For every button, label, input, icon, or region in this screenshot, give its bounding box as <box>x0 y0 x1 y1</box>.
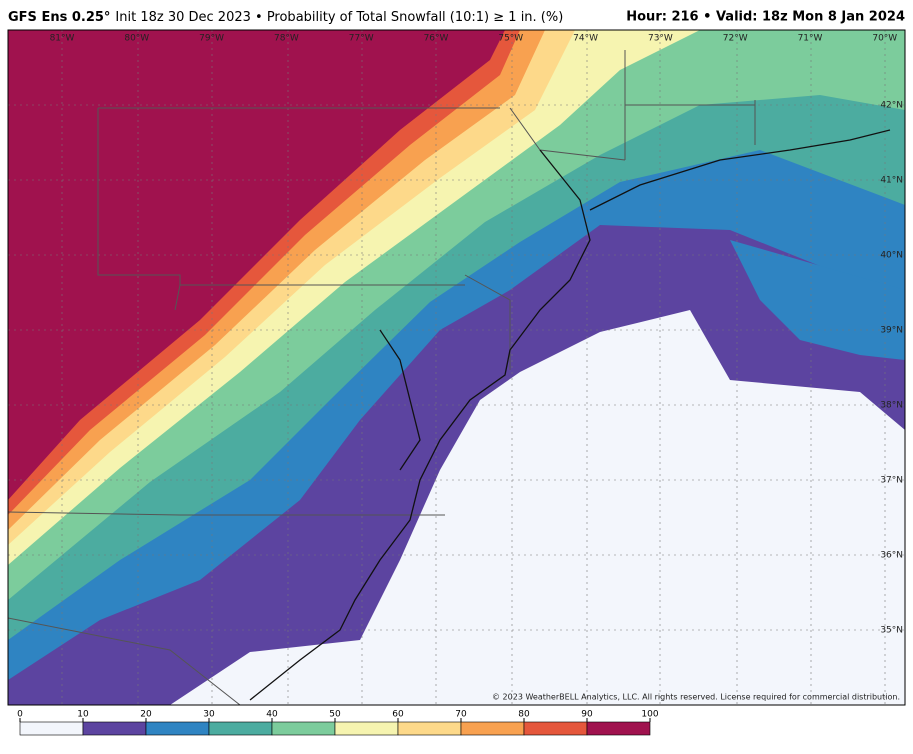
longitude-label: 81°W <box>50 34 75 44</box>
latitude-label: 42°N <box>880 101 903 111</box>
longitude-label: 70°W <box>872 34 897 44</box>
model-name: GFS Ens 0.25° <box>8 10 110 25</box>
state-lines <box>8 50 756 705</box>
colorbar-bin <box>145 721 210 736</box>
colorbar-bin <box>523 721 588 736</box>
longitude-label: 73°W <box>648 34 673 44</box>
colorbar-tick-label: 80 <box>518 710 530 720</box>
longitude-label: 71°W <box>798 34 823 44</box>
subtitle: Init 18z 30 Dec 2023 • Probability of To… <box>115 10 563 25</box>
colorbar-tick-label: 40 <box>266 710 278 720</box>
colorbar-bin <box>586 721 651 736</box>
latitude-label: 36°N <box>880 551 903 561</box>
colorbar-bin <box>271 721 336 736</box>
colorbar-tick-label: 70 <box>455 710 467 720</box>
colorbar-tick-label: 20 <box>140 710 152 720</box>
latitude-label: 41°N <box>880 176 903 186</box>
longitude-label: 80°W <box>124 34 149 44</box>
copyright: © 2023 WeatherBELL Analytics, LLC. All r… <box>492 693 900 702</box>
longitude-label: 76°W <box>424 34 449 44</box>
latitude-labels: 42°N 41°N 40°N 39°N 38°N 37°N 36°N 35°N <box>880 101 903 636</box>
colorbar-bin <box>334 721 399 736</box>
colorbar-bin <box>82 721 147 736</box>
latitude-label: 38°N <box>880 401 903 411</box>
valid-time: Hour: 216 • Valid: 18z Mon 8 Jan 2024 <box>626 10 905 25</box>
latitude-label: 37°N <box>880 476 903 486</box>
colorbar-tick-label: 100 <box>641 710 658 720</box>
latitude-label: 40°N <box>880 251 903 261</box>
longitude-label: 72°W <box>723 34 748 44</box>
colorbar-tick-label: 10 <box>77 710 89 720</box>
map: © 2023 WeatherBELL Analytics, LLC. All r… <box>7 29 906 706</box>
grid <box>8 30 905 705</box>
longitude-label: 78°W <box>274 34 299 44</box>
colorbar-tick-label: 60 <box>392 710 404 720</box>
longitude-label: 77°W <box>349 34 374 44</box>
colorbar: 0 10 20 30 40 50 60 70 80 90 100 <box>17 710 659 736</box>
colorbar-tick-label: 0 <box>17 710 23 720</box>
latitude-label: 39°N <box>880 326 903 336</box>
latitude-label: 35°N <box>880 626 903 636</box>
band <box>170 310 905 705</box>
colorbar-tick-label: 90 <box>581 710 593 720</box>
longitude-labels: 81°W 80°W 79°W 78°W 77°W 76°W 75°W 74°W 73°W 72°W… <box>50 34 898 44</box>
coastline <box>249 129 891 701</box>
colorbar-bin <box>208 721 273 736</box>
map-frame <box>7 29 906 706</box>
longitude-label: 75°W <box>498 34 523 44</box>
colorbar-bin <box>397 721 462 736</box>
title: GFS Ens 0.25° Init 18z 30 Dec 2023 • Prob… <box>8 10 563 25</box>
longitude-label: 74°W <box>573 34 598 44</box>
colorbar-bin <box>460 721 525 736</box>
colorbar-bin <box>19 721 84 736</box>
longitude-label: 79°W <box>199 34 224 44</box>
colorbar-tick-label: 30 <box>203 710 215 720</box>
colorbar-tick-label: 50 <box>329 710 341 720</box>
